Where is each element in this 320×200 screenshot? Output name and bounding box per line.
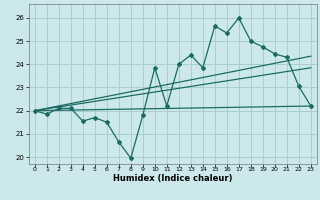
X-axis label: Humidex (Indice chaleur): Humidex (Indice chaleur) xyxy=(113,174,233,183)
